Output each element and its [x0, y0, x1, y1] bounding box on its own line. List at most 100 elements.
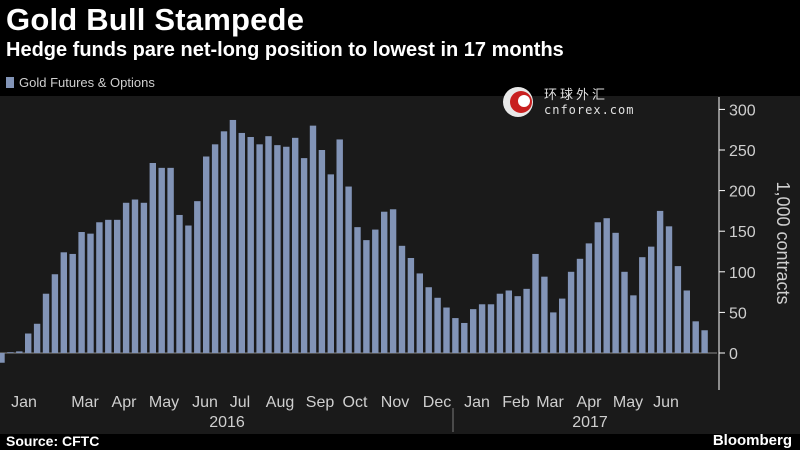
- bar: [434, 297, 441, 353]
- bar: [140, 202, 148, 353]
- bar: [621, 271, 628, 353]
- bar: [229, 119, 237, 354]
- bar: [381, 211, 388, 353]
- x-tick-label: Jun: [653, 394, 679, 411]
- bar: [496, 293, 504, 353]
- bar: [363, 240, 370, 353]
- x-tick-label: Jan: [11, 394, 37, 411]
- bloomberg-logo: Bloomberg: [712, 432, 792, 449]
- x-tick-label: Oct: [343, 394, 368, 411]
- x-tick-label: Jun: [192, 394, 218, 411]
- bar: [336, 139, 343, 353]
- x-tick-label: Mar: [536, 394, 564, 411]
- bar: [603, 218, 610, 353]
- bar: [69, 253, 76, 353]
- bar: [407, 258, 415, 353]
- bar: [0, 353, 5, 363]
- bar: [541, 276, 548, 353]
- bar: [452, 318, 459, 353]
- x-tick-label: Jul: [230, 394, 250, 411]
- y-tick-label: 150: [729, 224, 756, 241]
- bar: [158, 167, 165, 353]
- bar: [256, 144, 263, 353]
- bar: [78, 232, 85, 353]
- x-tick-label: Dec: [423, 394, 451, 411]
- legend-swatch: [6, 76, 14, 88]
- bar: [42, 293, 50, 353]
- y-tick-label: 300: [729, 102, 756, 119]
- bar: [559, 298, 566, 353]
- bar: [639, 257, 646, 353]
- bar: [25, 333, 32, 353]
- x-tick-label: May: [613, 394, 643, 411]
- y-tick-label: 50: [729, 305, 747, 322]
- bar: [665, 226, 673, 353]
- bar: [283, 146, 290, 353]
- bar: [398, 245, 406, 353]
- y-tick-label: 250: [729, 143, 756, 160]
- bar: [167, 167, 174, 353]
- x-tick-label: Jan: [464, 394, 490, 411]
- bar: [194, 201, 201, 353]
- bar: [550, 312, 557, 353]
- cnforex-logo: 环球外汇 cnforex.com: [503, 87, 634, 117]
- bar: [292, 137, 299, 353]
- bar: [576, 258, 584, 353]
- bar: [87, 233, 94, 353]
- bar: [523, 288, 530, 353]
- bar: [33, 323, 41, 353]
- x-tick-label: May: [149, 394, 179, 411]
- bar: [300, 158, 308, 353]
- bar: [51, 274, 59, 353]
- bar: [585, 243, 593, 353]
- bar: [274, 145, 281, 353]
- x-tick-label: Feb: [502, 394, 530, 411]
- x-tick-label: Nov: [381, 394, 409, 411]
- bar: [478, 304, 486, 353]
- x-tick-label: Aug: [266, 394, 294, 411]
- bar: [461, 322, 468, 353]
- bar: [60, 252, 67, 353]
- bar: [220, 131, 228, 353]
- chart-title: Gold Bull Stampede: [6, 2, 305, 37]
- bar: [105, 219, 112, 353]
- x-tick-label: Apr: [577, 394, 603, 411]
- bar: [131, 199, 139, 353]
- source-note: Source: CFTC: [6, 433, 100, 449]
- bar: [16, 351, 23, 353]
- bar: [701, 330, 708, 353]
- year-label: 2016: [209, 414, 245, 431]
- chart-subtitle: Hedge funds pare net-long position to lo…: [6, 39, 564, 61]
- bar: [345, 186, 352, 353]
- bar: [247, 137, 254, 353]
- logo-center-icon: [518, 95, 530, 107]
- legend-label: Gold Futures & Options: [19, 74, 155, 90]
- bar: [318, 150, 326, 353]
- bar: [443, 307, 450, 353]
- y-tick-label: 200: [729, 184, 756, 201]
- bar: [532, 253, 539, 353]
- bar: [612, 232, 619, 353]
- bar: [96, 222, 103, 353]
- bar: [149, 162, 156, 353]
- bar: [114, 219, 121, 353]
- bar: [567, 271, 575, 353]
- bar: [470, 309, 477, 353]
- bar: [389, 209, 397, 353]
- bar: [505, 290, 512, 353]
- legend: Gold Futures & Options: [6, 74, 155, 90]
- bar: [416, 273, 423, 353]
- y-axis-title: 1,000 contracts: [773, 181, 793, 304]
- bar: [185, 225, 192, 353]
- bar: [327, 174, 334, 353]
- logo-text-cn: 环球外汇: [544, 88, 608, 103]
- bar: [122, 202, 130, 353]
- bar: [238, 132, 245, 353]
- bar: [683, 290, 690, 353]
- bar: [425, 287, 432, 353]
- logo-text-en: cnforex.com: [544, 103, 634, 117]
- bar: [265, 136, 272, 353]
- y-tick-label: 100: [729, 265, 756, 282]
